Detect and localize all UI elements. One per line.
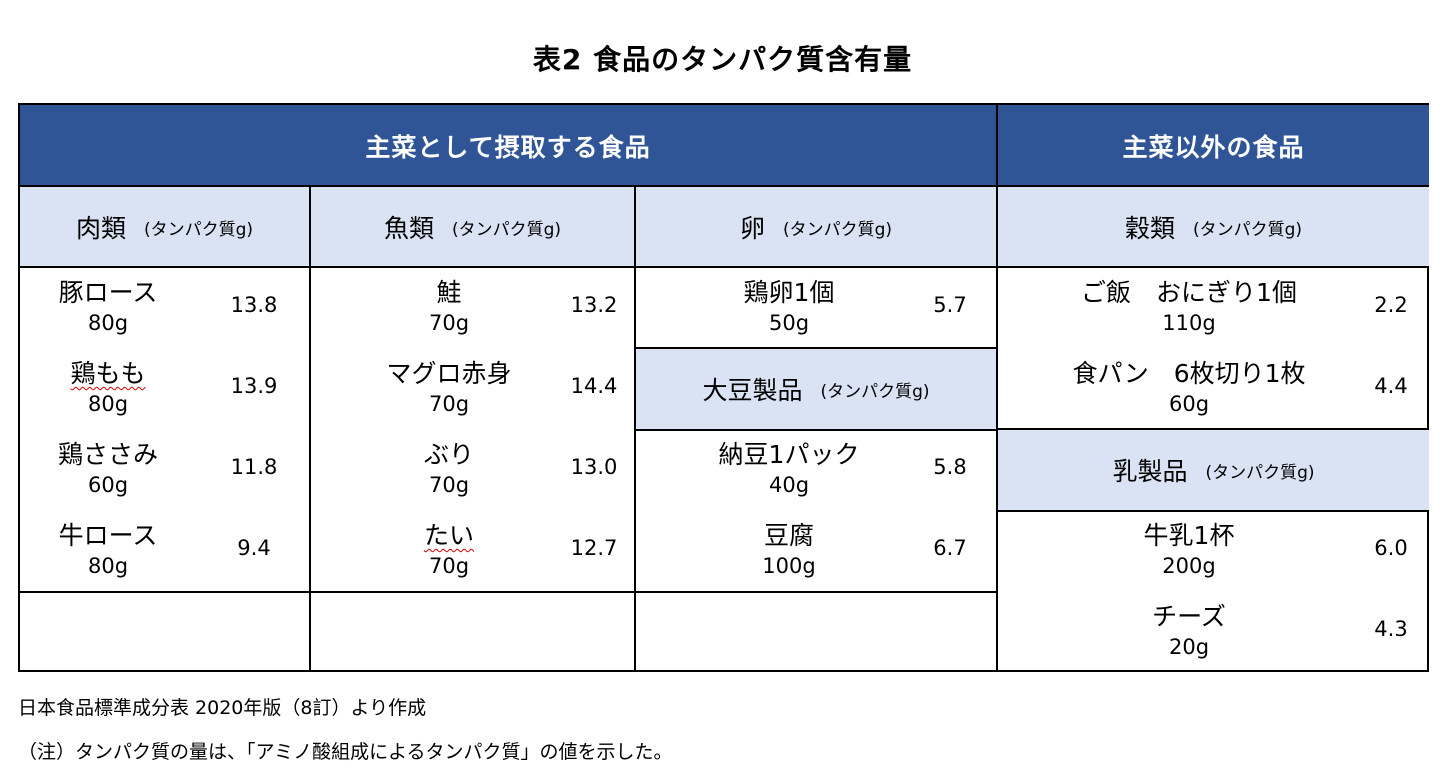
- column-divider: [634, 187, 636, 670]
- meat-header: 肉類 (タンパク質g): [20, 187, 309, 267]
- table-row: 鶏もも 80g 13.9: [20, 350, 309, 430]
- protein-value: 6.0: [1374, 536, 1408, 560]
- soy-header-label: 大豆製品: [702, 376, 803, 405]
- table-row: 鮭 70g 13.2: [311, 269, 634, 349]
- unit-label: (タンパク質g): [143, 219, 254, 240]
- protein-table: 主菜として摂取する食品 主菜以外の食品 肉類 (タンパク質g) 魚類 (タンパク…: [18, 103, 1429, 672]
- source-note: 日本食品標準成分表 2020年版（8訂）より作成: [18, 697, 427, 719]
- protein-value: 6.7: [933, 536, 967, 560]
- unit-label: (タンパク質g): [1205, 462, 1315, 483]
- remark-note: （注）タンパク質の量は、「アミノ酸組成によるタンパク質」の値を示した。: [18, 741, 673, 763]
- dairy-header: 乳製品 (タンパク質g): [998, 430, 1429, 510]
- column-divider: [996, 105, 998, 670]
- table-row: チーズ 20g 4.3: [998, 593, 1429, 673]
- grain-header-label: 穀類: [1124, 214, 1175, 243]
- food-name: 食パン 6枚切り1枚: [1072, 359, 1306, 388]
- protein-value: 13.8: [230, 293, 278, 317]
- row-divider: [998, 510, 1429, 512]
- food-amount: 70g: [428, 311, 470, 335]
- unit-label: (タンパク質g): [1192, 219, 1303, 240]
- grain-header: 穀類 (タンパク質g): [998, 187, 1429, 267]
- food-amount: 200g: [1162, 554, 1216, 578]
- fish-header: 魚類 (タンパク質g): [311, 187, 634, 267]
- table-row: たい 70g 12.7: [311, 512, 634, 592]
- food-amount: 40g: [768, 473, 810, 497]
- table-title: 表2 食品のタンパク質含有量: [532, 43, 913, 76]
- non-main-dish-header: 主菜以外の食品: [998, 105, 1429, 187]
- table-row: ご飯 おにぎり1個 110g 2.2: [998, 269, 1429, 349]
- protein-value: 9.4: [237, 536, 271, 560]
- food-name: 鮭: [436, 278, 462, 307]
- protein-value: 11.8: [230, 455, 278, 479]
- soy-header: 大豆製品 (タンパク質g): [636, 349, 996, 429]
- table-row: 牛ロース 80g 9.4: [20, 512, 309, 592]
- food-name: ぶり: [423, 440, 475, 469]
- food-amount: 100g: [762, 554, 816, 578]
- unit-label: (タンパク質g): [451, 219, 562, 240]
- protein-value: 4.4: [1374, 374, 1408, 398]
- row-divider: [20, 185, 1429, 187]
- row-divider: [20, 591, 996, 593]
- food-amount: 70g: [428, 473, 470, 497]
- food-amount: 80g: [87, 311, 129, 335]
- food-name: 豚ロース: [58, 278, 158, 307]
- egg-header: 卵 (タンパク質g): [636, 187, 996, 267]
- unit-label: (タンパク質g): [820, 381, 930, 402]
- table-row: 豆腐 100g 6.7: [636, 512, 996, 592]
- protein-value: 5.8: [933, 455, 967, 479]
- food-name: 牛乳1杯: [1143, 521, 1235, 550]
- protein-value: 12.7: [570, 536, 618, 560]
- food-amount: 60g: [87, 473, 129, 497]
- table-row: 牛乳1杯 200g 6.0: [998, 512, 1429, 592]
- food-amount: 20g: [1168, 635, 1210, 659]
- table-row: 鶏卵1個 50g 5.7: [636, 269, 996, 349]
- dairy-header-label: 乳製品: [1112, 457, 1188, 486]
- food-name: 豆腐: [763, 521, 815, 550]
- food-amount: 70g: [428, 554, 470, 578]
- protein-value: 13.2: [570, 293, 618, 317]
- egg-header-label: 卵: [739, 214, 765, 243]
- table-row: マグロ赤身 70g 14.4: [311, 350, 634, 430]
- food-name: 鶏もも: [70, 359, 146, 388]
- protein-value: 4.3: [1374, 617, 1408, 641]
- table-row: 食パン 6枚切り1枚 60g 4.4: [998, 350, 1429, 430]
- food-name: マグロ赤身: [386, 359, 512, 388]
- food-amount: 60g: [1168, 392, 1210, 416]
- food-name: ご飯 おにぎり1個: [1081, 278, 1297, 307]
- protein-value: 14.4: [570, 374, 618, 398]
- food-name: 鶏卵1個: [743, 278, 835, 307]
- row-divider: [636, 429, 996, 431]
- protein-value: 13.9: [230, 374, 278, 398]
- food-amount: 80g: [87, 392, 129, 416]
- food-amount: 80g: [87, 554, 129, 578]
- food-name: チーズ: [1152, 602, 1226, 631]
- main-dish-header: 主菜として摂取する食品: [20, 105, 996, 187]
- food-name: 納豆1パック: [718, 440, 860, 469]
- row-divider: [636, 347, 996, 349]
- row-divider: [998, 428, 1429, 430]
- table-row: 豚ロース 80g 13.8: [20, 269, 309, 349]
- table-row: ぶり 70g 13.0: [311, 431, 634, 511]
- food-name: 鶏ささみ: [57, 440, 159, 469]
- unit-label: (タンパク質g): [782, 219, 893, 240]
- food-amount: 110g: [1162, 311, 1216, 335]
- fish-header-label: 魚類: [383, 214, 434, 243]
- column-divider: [309, 187, 311, 670]
- food-amount: 70g: [428, 392, 470, 416]
- protein-value: 2.2: [1374, 293, 1408, 317]
- meat-header-label: 肉類: [75, 214, 126, 243]
- row-divider: [20, 266, 1429, 268]
- table-row: 納豆1パック 40g 5.8: [636, 431, 996, 511]
- protein-value: 5.7: [933, 293, 967, 317]
- food-name: 牛ロース: [58, 521, 158, 550]
- food-name: たい: [423, 521, 475, 550]
- food-amount: 50g: [768, 311, 810, 335]
- table-row: 鶏ささみ 60g 11.8: [20, 431, 309, 511]
- protein-value: 13.0: [570, 455, 618, 479]
